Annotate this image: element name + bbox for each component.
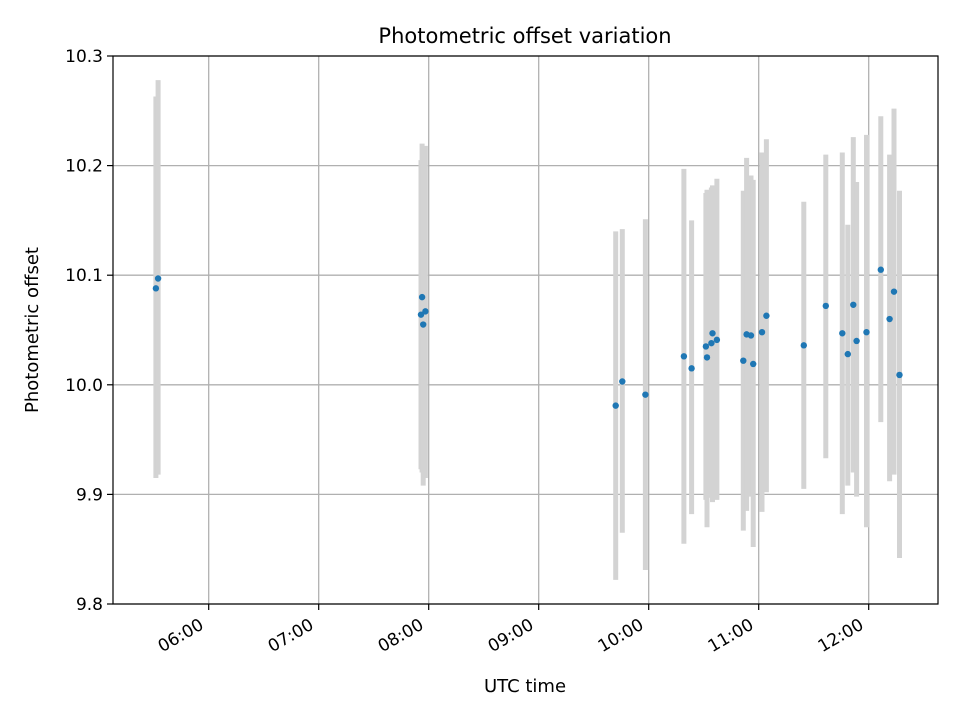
data-point — [420, 321, 427, 328]
data-point — [886, 315, 893, 323]
plot-frame — [112, 55, 939, 605]
data-point — [642, 391, 649, 398]
y-axis-ticks: 9.8 9.9 10.0 10.1 10.2 10.3 — [65, 47, 113, 615]
data-point — [758, 328, 766, 336]
data-point — [709, 330, 716, 337]
data-point — [747, 332, 755, 339]
data-point — [680, 353, 688, 360]
data-point — [703, 354, 711, 361]
y-tick-label: 10.1 — [65, 266, 103, 286]
data-point — [763, 312, 770, 319]
data-point — [877, 266, 884, 273]
data-point — [822, 302, 829, 310]
data-point — [800, 342, 807, 349]
data-point — [417, 311, 425, 318]
y-tick-label: 10.0 — [65, 376, 103, 396]
data-point — [422, 308, 429, 315]
data-point — [418, 293, 426, 301]
data-point — [713, 336, 721, 344]
y-tick-label: 9.9 — [76, 485, 103, 505]
data-point — [750, 360, 757, 368]
data-point — [844, 350, 851, 358]
data-point — [853, 337, 860, 345]
x-axis-label: UTC time — [484, 676, 566, 697]
data-point — [702, 343, 710, 350]
y-axis-label: Photometric offset — [22, 247, 43, 413]
data-points — [152, 266, 903, 409]
y-tick-label: 10.3 — [65, 47, 103, 67]
data-point — [619, 378, 626, 385]
data-point — [708, 339, 715, 347]
data-point — [612, 402, 619, 409]
data-point — [890, 288, 898, 295]
data-point — [740, 357, 747, 364]
data-point — [850, 301, 857, 308]
data-point — [896, 371, 903, 379]
data-point — [863, 328, 870, 336]
data-point — [152, 285, 160, 292]
data-point — [688, 365, 695, 372]
data-point — [839, 330, 846, 337]
y-tick-label: 10.2 — [65, 157, 103, 177]
chart-title: Photometric offset variation — [378, 24, 671, 48]
y-tick-label: 9.8 — [76, 595, 103, 615]
data-point — [154, 275, 162, 282]
